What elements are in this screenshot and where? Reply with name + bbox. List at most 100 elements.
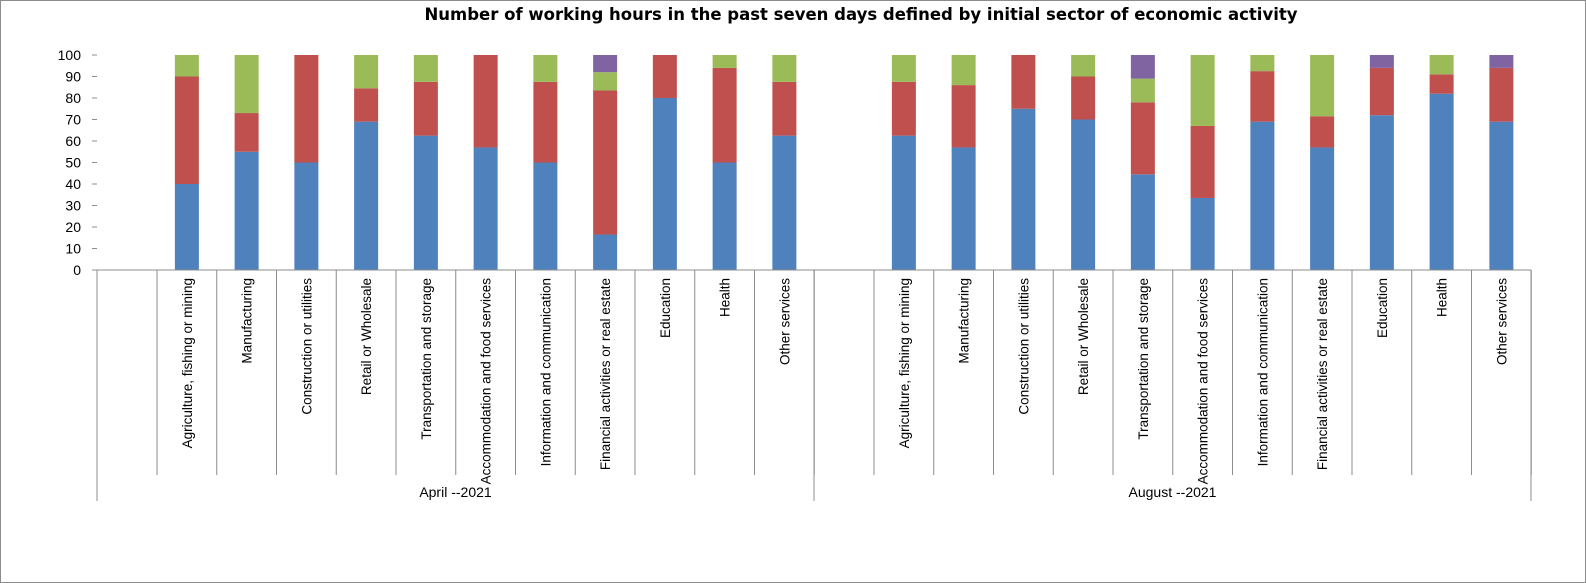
y-tick-label: 40 (65, 176, 81, 192)
bar-segment (413, 81, 438, 136)
bar-segment (1190, 125, 1215, 198)
bar-segment (1011, 55, 1036, 109)
y-tick-label: 60 (65, 133, 81, 149)
bar-segment (712, 162, 737, 270)
category-label: Education (1375, 278, 1390, 338)
y-tick-label: 70 (65, 112, 81, 128)
category-label: Information and communication (1255, 278, 1270, 466)
y-tick-label: 100 (58, 47, 82, 63)
category-label: Transportation and storage (1136, 278, 1151, 440)
bar-segment (1011, 108, 1036, 270)
bar-segment (652, 55, 677, 98)
bar-segment (891, 81, 916, 136)
bar-segment (1429, 93, 1454, 270)
bar-segment (1310, 55, 1335, 117)
bar-segment (1310, 147, 1335, 270)
bar-segment (593, 234, 618, 270)
bar-segment (1190, 55, 1215, 126)
bar-segment (593, 90, 618, 235)
bar-segment (533, 81, 558, 163)
category-label: Health (1435, 278, 1450, 317)
group-label: April --2021 (419, 484, 492, 500)
bar-segment (533, 162, 558, 270)
bar-segment (652, 98, 677, 270)
category-label: Accommodation and food services (479, 278, 494, 485)
bar-segment (174, 55, 199, 77)
y-tick-label: 80 (65, 90, 81, 106)
bar-segment (1250, 121, 1275, 271)
bar-segment (712, 67, 737, 163)
y-tick-label: 90 (65, 69, 81, 85)
bar-segment (772, 81, 797, 136)
category-label: Construction or utilities (299, 278, 314, 415)
bar-segment (1429, 74, 1454, 94)
bars (174, 55, 1514, 271)
bar-segment (1369, 115, 1394, 270)
bar-segment (1190, 197, 1215, 270)
y-tick-label: 20 (65, 219, 81, 235)
group-label: August --2021 (1129, 484, 1217, 500)
bar-segment (1130, 102, 1155, 175)
bar-segment (1429, 55, 1454, 75)
category-label: Retail or Wholesale (359, 278, 374, 395)
bar-segment (1369, 55, 1394, 68)
chart-title: Number of working hours in the past seve… (425, 5, 1298, 24)
bar-segment (533, 55, 558, 82)
category-label: Financial activities or real estate (598, 278, 613, 470)
bar-segment (1130, 174, 1155, 270)
bar-segment (891, 135, 916, 270)
bar-segment (712, 55, 737, 68)
bar-segment (354, 121, 379, 271)
y-tick-label: 30 (65, 198, 81, 214)
category-label: Education (658, 278, 673, 338)
bar-segment (951, 85, 976, 148)
bar-segment (294, 162, 319, 270)
bar-segment (1489, 67, 1514, 122)
y-tick-label: 50 (65, 155, 81, 171)
category-label: Accommodation and food services (1196, 278, 1211, 485)
category-label: Information and communication (538, 278, 553, 466)
category-label: Other services (777, 278, 792, 365)
bar-segment (772, 135, 797, 270)
bar-segment (772, 55, 797, 82)
y-axis: 0 10 20 30 40 50 60 70 80 90 100 (58, 47, 97, 278)
bar-segment (593, 55, 618, 73)
bar-segment (1130, 55, 1155, 79)
category-label: Construction or utilities (1016, 278, 1031, 415)
bar-segment (473, 147, 498, 270)
y-tick-label: 0 (73, 262, 81, 278)
y-tick-label: 10 (65, 241, 81, 257)
bar-segment (174, 76, 199, 184)
bar-segment (473, 55, 498, 148)
x-axis: Agriculture, fishing or mining Manufactur… (96, 269, 1532, 501)
bar-segment (234, 113, 259, 152)
bar-segment (354, 88, 379, 122)
category-label: Manufacturing (957, 278, 972, 364)
bar-segment (593, 72, 618, 91)
bar-segment (234, 151, 259, 270)
bar-segment (1310, 116, 1335, 148)
bar-segment (1489, 55, 1514, 68)
bar-segment (413, 135, 438, 270)
bar-segment (354, 55, 379, 89)
bar-segment (1071, 76, 1096, 120)
category-label: Transportation and storage (419, 278, 434, 440)
bar-segment (1369, 67, 1394, 116)
bar-segment (891, 55, 916, 82)
bar-segment (174, 184, 199, 270)
bar-segment (1071, 119, 1096, 270)
category-label: Retail or Wholesale (1076, 278, 1091, 395)
category-label: Agriculture, fishing or mining (897, 278, 912, 448)
category-label: Health (718, 278, 733, 317)
bar-segment (1250, 71, 1275, 122)
bar-segment (1130, 78, 1155, 103)
category-label: Financial activities or real estate (1315, 278, 1330, 470)
bar-segment (1489, 121, 1514, 271)
bar-segment (294, 55, 319, 163)
bar-segment (951, 55, 976, 86)
category-label: Other services (1494, 278, 1509, 365)
category-label: Manufacturing (240, 278, 255, 364)
bar-segment (1250, 55, 1275, 72)
